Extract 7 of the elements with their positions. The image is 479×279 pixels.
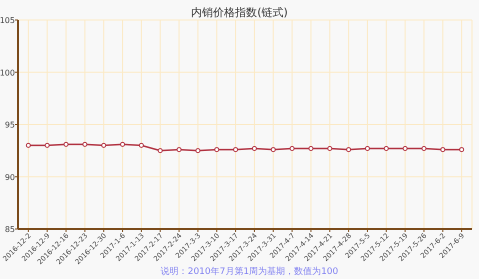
y-tick-label: 85 <box>4 225 15 234</box>
y-tick-label: 90 <box>4 172 15 182</box>
y-tick-label: 100 <box>0 68 15 78</box>
y-tick-label: 105 <box>0 16 15 25</box>
y-tick-label: 95 <box>4 120 15 130</box>
chart-title: 内销价格指数(链式) <box>191 6 288 19</box>
text: 说明：2010年7月第1周为基期，数值为100 <box>160 266 339 277</box>
